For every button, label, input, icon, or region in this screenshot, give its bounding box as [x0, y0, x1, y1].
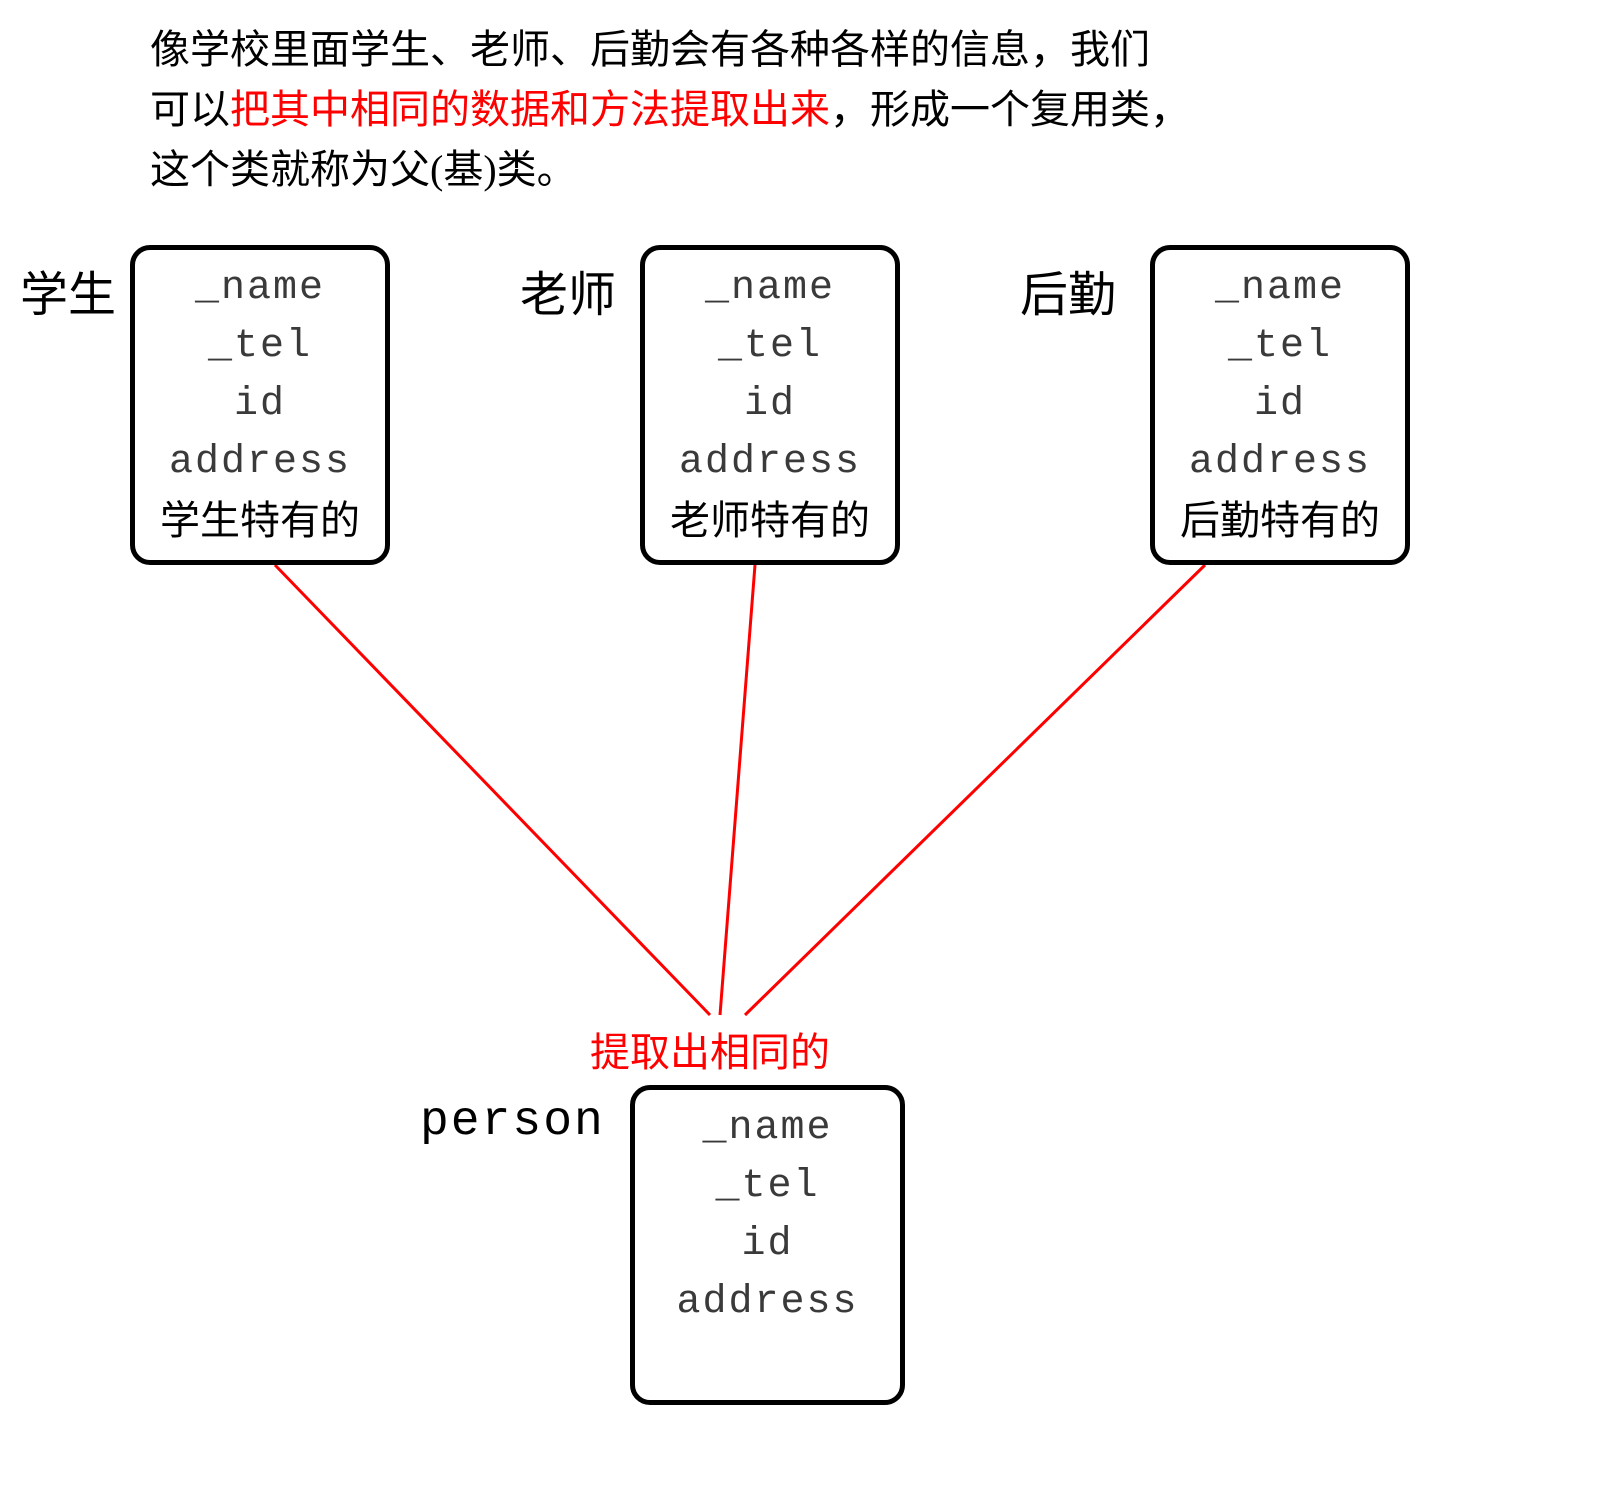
edge-teacher-person [720, 565, 755, 1015]
intro-line1: 像学校里面学生、老师、后勤会有各种各样的信息，我们 [150, 27, 1150, 72]
intro-text: 像学校里面学生、老师、后勤会有各种各样的信息，我们 可以把其中相同的数据和方法提… [150, 20, 1190, 200]
person-label: person [420, 1095, 605, 1149]
field-address: address [645, 434, 895, 492]
student-label: 学生 [20, 255, 116, 325]
student-box: _name _tel id address 学生特有的 [130, 245, 390, 565]
field-tel: _tel [635, 1158, 900, 1216]
field-name: _name [635, 1100, 900, 1158]
student-specific: 学生特有的 [135, 492, 385, 550]
field-name: _name [645, 260, 895, 318]
logistics-specific: 后勤特有的 [1155, 492, 1405, 550]
intro-line2-post: ，形成一个复用类， [830, 87, 1190, 132]
edge-student-person [275, 565, 710, 1015]
diagram-canvas: 像学校里面学生、老师、后勤会有各种各样的信息，我们 可以把其中相同的数据和方法提… [0, 0, 1623, 1487]
field-address: address [135, 434, 385, 492]
edge-logistics-person [745, 565, 1205, 1015]
field-id: id [635, 1216, 900, 1274]
person-box: _name _tel id address [630, 1085, 905, 1405]
field-tel: _tel [135, 318, 385, 376]
teacher-box: _name _tel id address 老师特有的 [640, 245, 900, 565]
field-id: id [1155, 376, 1405, 434]
intro-line2-highlight: 把其中相同的数据和方法提取出来 [230, 87, 830, 132]
intro-line3: 这个类就称为父(基)类。 [150, 147, 577, 192]
logistics-box: _name _tel id address 后勤特有的 [1150, 245, 1410, 565]
field-address: address [1155, 434, 1405, 492]
field-name: _name [135, 260, 385, 318]
field-tel: _tel [645, 318, 895, 376]
intro-line2-pre: 可以 [150, 87, 230, 132]
extract-label: 提取出相同的 [590, 1020, 830, 1078]
field-address: address [635, 1274, 900, 1332]
teacher-specific: 老师特有的 [645, 492, 895, 550]
teacher-label: 老师 [520, 255, 616, 325]
field-tel: _tel [1155, 318, 1405, 376]
field-id: id [135, 376, 385, 434]
field-id: id [645, 376, 895, 434]
field-name: _name [1155, 260, 1405, 318]
logistics-label: 后勤 [1020, 255, 1116, 325]
